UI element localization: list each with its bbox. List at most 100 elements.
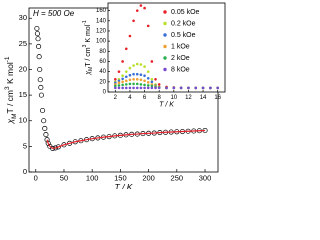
data-point <box>35 36 41 42</box>
data-point <box>39 107 46 114</box>
data-point <box>157 86 161 90</box>
legend-marker <box>163 21 167 26</box>
data-point <box>143 74 146 78</box>
y-tick-label: 120 <box>96 29 107 35</box>
data-point <box>146 84 150 87</box>
legend-label: 0.05 kOe <box>171 9 200 16</box>
y-tick-label: 0 <box>103 90 107 96</box>
data-point <box>139 4 143 7</box>
y-tick-label: 100 <box>96 39 107 45</box>
data-point <box>172 86 176 90</box>
data-point <box>187 86 190 90</box>
legend-label: 0.2 kOe <box>171 20 196 27</box>
data-point <box>143 79 146 83</box>
data-point <box>143 83 146 87</box>
data-point <box>150 80 154 84</box>
plot-frame <box>107 2 226 93</box>
x-tick-label: 14 <box>200 95 207 101</box>
data-point <box>146 70 150 73</box>
data-point <box>150 84 154 88</box>
y-axis-label-part: 3 <box>82 44 88 47</box>
x-tick-label: 100 <box>86 174 99 183</box>
y-tick-label: 20 <box>99 79 106 85</box>
x-tick-label: 10 <box>170 95 177 101</box>
data-point <box>124 83 128 86</box>
data-point <box>124 86 128 90</box>
y-axis-label-part: χ <box>85 71 92 76</box>
data-point <box>124 79 128 83</box>
data-point <box>55 144 61 150</box>
data-point <box>165 86 168 90</box>
data-point <box>135 9 139 12</box>
data-point <box>135 77 139 81</box>
legend-marker <box>163 44 167 49</box>
y-axis-label: χMT / cm3 K mol-1 <box>82 20 94 76</box>
data-point <box>44 137 50 143</box>
y-axis-label-part: M <box>88 67 94 71</box>
data-point <box>37 77 43 83</box>
data-point <box>154 86 157 90</box>
data-point <box>42 125 48 131</box>
x-tick-label: 16 <box>214 95 221 101</box>
data-point <box>146 76 150 80</box>
data-point <box>135 62 139 66</box>
y-axis-label-part: χ <box>5 119 15 125</box>
data-point <box>139 83 143 86</box>
y-tick-label: 25 <box>19 39 27 48</box>
legend-label: 0.5 kOe <box>171 32 196 39</box>
data-point <box>38 84 44 90</box>
x-tick-label: 12 <box>185 95 192 101</box>
data-point <box>146 24 150 28</box>
data-point <box>128 86 132 90</box>
x-tick-label: 8 <box>158 95 162 101</box>
data-point <box>34 31 41 37</box>
data-point <box>139 86 143 90</box>
x-axis-label: T / K <box>159 101 174 108</box>
y-axis-label-part: -1 <box>82 20 88 25</box>
data-point <box>41 118 47 124</box>
data-point <box>132 72 135 76</box>
data-point <box>121 83 124 87</box>
data-point <box>124 70 128 73</box>
y-axis-label-part: K mol <box>85 24 92 44</box>
data-point <box>132 64 135 67</box>
x-tick-label: 300 <box>199 174 212 183</box>
legend-label: 1 kOe <box>171 43 190 50</box>
x-tick-label: 4 <box>128 95 132 101</box>
data-point <box>216 86 219 90</box>
data-point <box>135 86 139 90</box>
x-tick-label: 0 <box>34 174 38 183</box>
y-tick-label: 160 <box>96 8 107 14</box>
data-point <box>194 86 198 90</box>
x-tick-label: 200 <box>142 174 155 183</box>
x-tick-label: 250 <box>171 174 184 183</box>
y-tick-label: 10 <box>19 116 27 125</box>
data-point <box>128 34 132 38</box>
data-point <box>117 86 121 90</box>
y-axis-label: χMT / cm3 K mol-1 <box>4 56 18 124</box>
data-point <box>135 72 139 76</box>
data-point <box>132 19 135 23</box>
data-point <box>135 82 139 86</box>
data-point <box>36 54 42 60</box>
data-point <box>128 73 132 77</box>
y-tick-label: 5 <box>23 141 27 150</box>
data-point <box>150 86 154 90</box>
data-point <box>128 82 132 86</box>
data-point <box>143 6 146 10</box>
legend-marker <box>163 56 167 60</box>
y-axis-label-part: M <box>11 113 18 118</box>
y-tick-label: 15 <box>19 90 27 99</box>
data-point <box>43 132 49 138</box>
data-point <box>124 75 128 79</box>
data-point <box>201 86 205 90</box>
y-axis-label-part: -1 <box>4 56 11 62</box>
data-point <box>150 77 154 81</box>
y-axis-label-part: T / cm <box>85 47 92 66</box>
data-point <box>139 63 143 66</box>
data-point <box>154 77 157 81</box>
data-point <box>146 86 150 90</box>
y-axis-label-part: K mol <box>5 62 15 86</box>
data-point <box>45 140 51 146</box>
